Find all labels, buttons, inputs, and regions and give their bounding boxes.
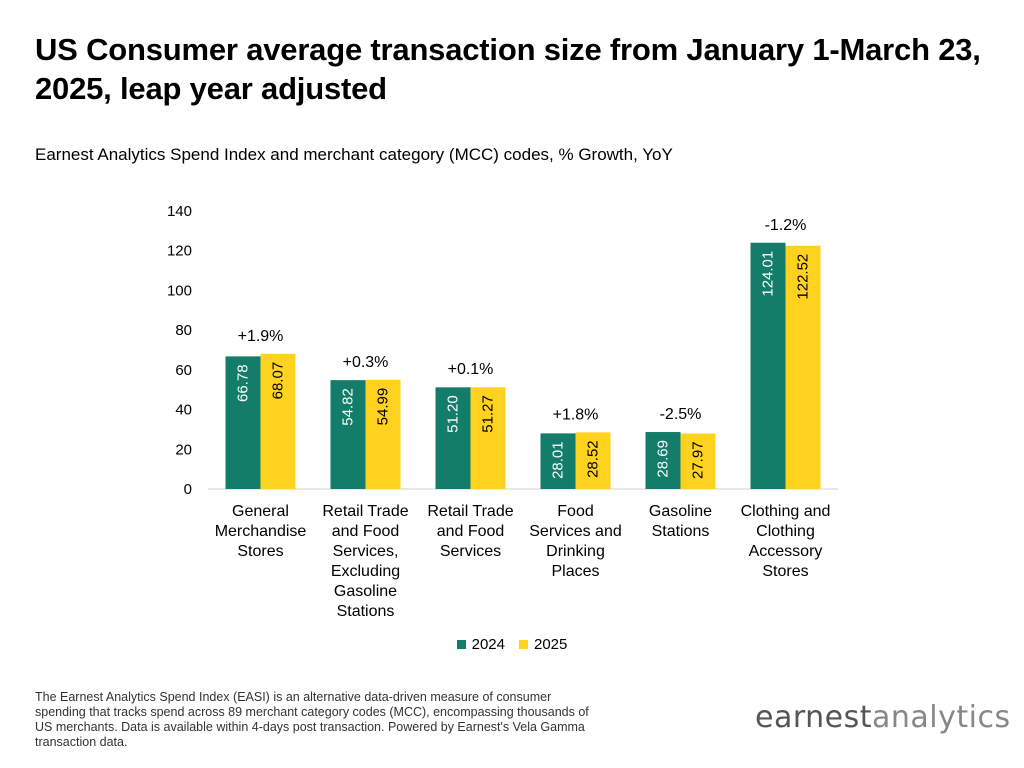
bar-2024 (750, 242, 786, 489)
category-label-line: Drinking (546, 543, 605, 560)
logo-text-earnest: earnest (755, 700, 873, 735)
logo-text-analytics: analytics (872, 700, 1011, 735)
category-label-line: Stores (237, 543, 283, 560)
bar-value-label: 66.78 (235, 364, 252, 402)
legend-item-2024: 2024 (456, 636, 505, 653)
bar-2024 (225, 356, 261, 489)
bar-2025 (680, 433, 716, 489)
growth-label: +0.1% (448, 361, 494, 378)
y-tick-label: 140 (167, 203, 192, 220)
bar-value-label: 54.82 (340, 388, 357, 426)
category-label-line: Stations (337, 603, 395, 620)
y-tick-label: 20 (175, 441, 192, 458)
category-label-line: Clothing and (741, 503, 831, 520)
category-label-line: Excluding (331, 563, 400, 580)
bar-value-label: 28.52 (585, 440, 602, 478)
category-label-line: General (232, 503, 289, 520)
legend-swatch-2025 (519, 640, 528, 649)
y-tick-label: 40 (175, 402, 192, 419)
bar-value-label: 27.97 (690, 441, 707, 479)
category-label-line: Accessory (749, 543, 823, 560)
bar-2025 (365, 379, 401, 489)
category-label-line: Gasoline (334, 583, 397, 600)
legend-label-2025: 2025 (534, 636, 568, 653)
category-label: General Merchandise Stores (215, 503, 307, 560)
bar-value-label: 51.27 (479, 395, 496, 433)
bar-2024 (330, 380, 366, 489)
chart-subtitle: Earnest Analytics Spend Index and mercha… (35, 145, 673, 164)
legend-swatch-2024 (456, 640, 466, 649)
category-label-line: Merchandise (215, 523, 307, 540)
category-label-line: Services and (529, 523, 622, 540)
bar-2024 (645, 432, 681, 489)
y-tick-label: 80 (175, 322, 192, 339)
growth-label: +1.9% (238, 328, 284, 345)
growth-label: -1.2% (765, 217, 807, 234)
bar-value-label: 28.01 (550, 441, 567, 479)
bar-2024 (435, 387, 471, 489)
category-label-line: Stations (652, 523, 710, 540)
bar-2025 (785, 245, 821, 489)
category-label: Retail Trade and Food Services (427, 503, 513, 560)
bar-value-label: 124.01 (760, 251, 777, 297)
category-label: Retail Trade and Food Services, Excluding Ga… (322, 503, 408, 620)
growth-label: +1.8% (553, 406, 599, 423)
y-tick-label: 100 (167, 282, 192, 299)
growth-label: -2.5% (660, 406, 702, 423)
category-label: Gasoline Stations (649, 503, 712, 540)
category-label: Food Services and Drinking Places (529, 503, 622, 580)
category-label: Clothing and Clothing Accessory Stores (741, 503, 831, 580)
category-label-line: and Food (437, 523, 505, 540)
bar-2025 (470, 387, 506, 489)
chart-legend: 2024 2025 (0, 636, 1024, 653)
earnest-analytics-logo: earnestanalytics (755, 700, 1011, 735)
bar-chart: 0 20 40 60 80 100 120 140 66.78 68.07 +1.9% General… (167, 203, 838, 620)
y-tick-label: 120 (167, 243, 192, 260)
bar-2024 (540, 433, 576, 489)
bar-value-label: 122.52 (795, 254, 812, 300)
footnote: The Earnest Analytics Spend Index (EASI)… (35, 690, 589, 749)
category-label-line: Food (557, 503, 593, 520)
legend-item-2025: 2025 (519, 636, 567, 653)
bar-value-label: 51.20 (445, 395, 462, 433)
bar-value-label: 28.69 (655, 440, 672, 478)
category-label-line: Stores (762, 563, 808, 580)
growth-label: +0.3% (343, 354, 389, 371)
bar-value-label: 54.99 (375, 388, 392, 426)
y-tick-label: 60 (175, 362, 192, 379)
legend-label-2024: 2024 (471, 636, 505, 653)
bar-value-label: 68.07 (270, 362, 287, 400)
category-label-line: Places (551, 563, 599, 580)
category-label-line: Gasoline (649, 503, 712, 520)
category-label-line: Services, (333, 543, 399, 560)
bar-2025 (575, 432, 611, 489)
chart-title: US Consumer average transaction size fro… (35, 32, 981, 106)
y-tick-label: 0 (184, 481, 192, 498)
category-label-line: Clothing (756, 523, 815, 540)
category-label-line: Services (440, 543, 501, 560)
category-label-line: Retail Trade (322, 503, 408, 520)
bar-2025 (260, 353, 296, 489)
category-label-line: and Food (332, 523, 400, 540)
category-label-line: Retail Trade (427, 503, 513, 520)
